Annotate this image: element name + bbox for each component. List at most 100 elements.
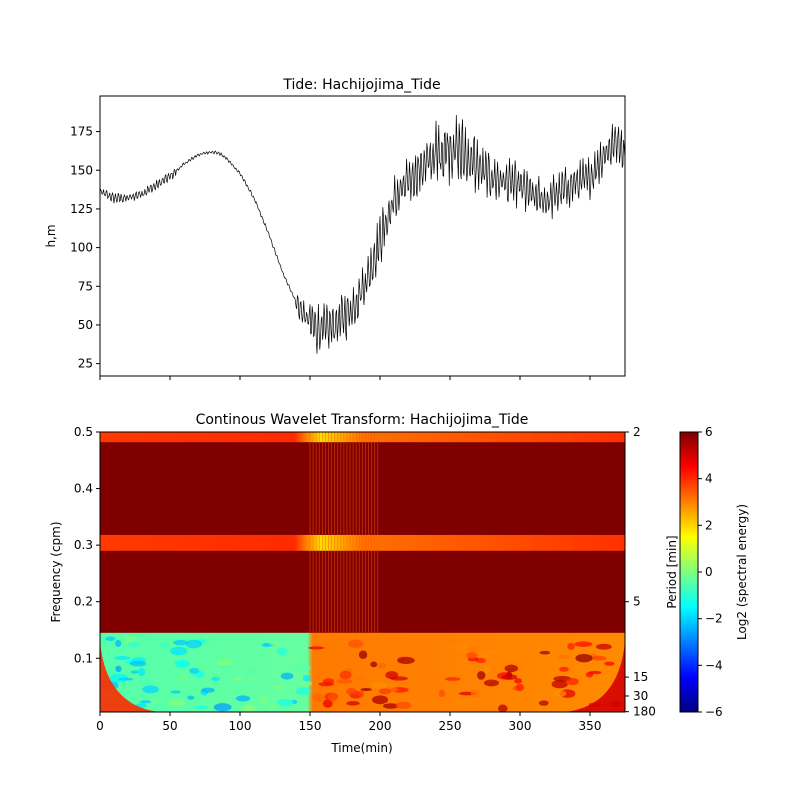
- heatmap-texture-blob: [115, 639, 122, 648]
- heatmap-texture-blob: [357, 690, 365, 698]
- colorbar-gradient: [679, 431, 699, 713]
- tide-series-line: [100, 114, 625, 354]
- heatmap-texture-blob: [567, 642, 575, 650]
- heatmap-texture-blob: [170, 646, 188, 656]
- heatmap-texture-blob: [358, 650, 368, 660]
- tide-y-tick-label: 100: [70, 241, 93, 255]
- heatmap-texture-blob: [504, 664, 519, 673]
- heatmap-texture-blob: [397, 656, 415, 665]
- heatmap-texture-blob: [130, 670, 139, 674]
- heatmap-texture-blob: [559, 666, 569, 672]
- wavelet-x-tick-label: 350: [579, 719, 602, 733]
- heatmap-texture-blob: [348, 639, 364, 648]
- heatmap-texture-blob: [276, 647, 288, 656]
- heatmap-texture-blob: [370, 661, 378, 668]
- heatmap-texture-blob: [591, 655, 607, 661]
- heatmap-texture-blob: [115, 665, 122, 673]
- heatmap-texture-blob: [377, 662, 387, 669]
- heatmap-texture-blob: [588, 670, 602, 675]
- cone-of-influence-left: [100, 641, 160, 712]
- heatmap-texture-blob: [235, 695, 251, 702]
- wavelet-x-axis-label: Time(min): [330, 741, 392, 755]
- heatmap-texture-blob: [139, 700, 152, 704]
- heatmap-texture-blob: [187, 695, 195, 700]
- heatmap-texture-blob: [542, 641, 557, 648]
- cone-of-influence-right: [565, 641, 625, 712]
- heatmap-texture-blob: [173, 639, 189, 646]
- heatmap-texture-blob: [217, 658, 233, 667]
- heatmap-texture-blob: [301, 681, 313, 686]
- heatmap-texture-blob: [452, 644, 468, 651]
- heatmap-texture-blob: [295, 687, 311, 696]
- heatmap-texture-blob: [468, 645, 480, 653]
- colorbar-tick-label: 2: [705, 518, 713, 532]
- heatmap-texture-blob: [272, 685, 282, 689]
- heatmap-texture-blob: [312, 693, 324, 703]
- wavelet-y-axis-label: Frequency (cpm): [49, 521, 63, 622]
- heatmap-texture-blob: [370, 682, 388, 689]
- colorbar-tick-label: −2: [705, 612, 723, 626]
- heatmap-texture-blob: [498, 704, 508, 712]
- heatmap-texture-blob: [246, 669, 255, 674]
- period-tick-label: 180: [633, 705, 656, 719]
- wavelet-y-tick-label: 0.2: [74, 595, 93, 609]
- heatmap-texture-blob: [234, 677, 243, 681]
- period-tick-label: 5: [633, 595, 641, 609]
- tide-plot-frame: [99, 95, 626, 377]
- tide-y-tick-label: 125: [70, 202, 93, 216]
- heatmap-texture-blob: [501, 674, 518, 680]
- period-tick-label: 30: [633, 689, 648, 703]
- tide-chart-title: Tide: Hachijojima_Tide: [282, 77, 440, 93]
- heatmap-texture-blob: [261, 642, 271, 648]
- heatmap-texture-blob: [170, 690, 181, 694]
- heatmap-texture-blob: [480, 651, 498, 659]
- wavelet-x-tick-label: 200: [369, 719, 392, 733]
- heatmap-texture-blob: [127, 642, 140, 647]
- heatmap-texture-blob: [312, 673, 327, 677]
- heatmap-texture-blob: [176, 673, 190, 680]
- wavelet-x-tick-label: 50: [162, 719, 177, 733]
- wavelet-x-tick-label: 100: [229, 719, 252, 733]
- colorbar-tick-label: 6: [705, 425, 713, 439]
- heatmap-texture-blob: [438, 689, 446, 698]
- heatmap-texture-blob: [174, 659, 191, 668]
- wavelet-x-tick-label: 250: [439, 719, 462, 733]
- heatmap-texture-blob: [213, 703, 232, 712]
- heatmap-texture-blob: [242, 704, 257, 712]
- heatmap-texture-blob: [276, 698, 294, 707]
- heatmap-texture-blob: [280, 672, 294, 680]
- colorbar-tick-label: −4: [705, 658, 723, 672]
- heatmap-texture-blob: [114, 655, 131, 661]
- colorbar-tick-label: 0: [705, 565, 713, 579]
- heatmap-texture-blob: [189, 667, 200, 674]
- heatmap-texture-blob: [346, 701, 360, 706]
- wavelet-x-tick-label: 150: [299, 719, 322, 733]
- wavelet-y-tick-label: 0.4: [74, 482, 93, 496]
- wavelet-chart-title: Continous Wavelet Transform: Hachijojima…: [196, 412, 529, 428]
- heatmap-texture-blob: [160, 640, 171, 650]
- heatmap-texture-blob: [514, 678, 522, 684]
- heatmap-texture-blob: [470, 689, 480, 698]
- heatmap-texture-blob: [595, 643, 612, 650]
- heatmap-texture-blob: [211, 676, 220, 682]
- heatmap-texture-blob: [322, 699, 333, 708]
- tide-y-tick-label: 75: [78, 279, 93, 293]
- heatmap-texture-blob: [515, 683, 525, 692]
- heatmap-texture-blob: [558, 654, 571, 660]
- heatmap-texture-blob: [138, 676, 153, 685]
- heatmap-texture-blob: [129, 660, 147, 667]
- heatmap-texture-blob: [258, 695, 269, 704]
- tide-y-tick-label: 150: [70, 163, 93, 177]
- heatmap-texture-blob: [538, 700, 549, 706]
- heatmap-texture-blob: [395, 701, 412, 709]
- heatmap-texture-blob: [539, 650, 551, 655]
- heatmap-texture-blob: [318, 682, 335, 687]
- wavelet-x-tick-label: 300: [509, 719, 532, 733]
- heatmap-texture-blob: [575, 653, 593, 663]
- heatmap-texture-blob: [142, 685, 159, 694]
- wavelet-y-tick-label: 0.3: [74, 538, 93, 552]
- heatmap-texture-blob: [444, 677, 461, 681]
- tide-y-tick-label: 25: [78, 357, 93, 371]
- period-tick-label: 15: [633, 670, 648, 684]
- heatmap-texture-blob: [390, 676, 408, 681]
